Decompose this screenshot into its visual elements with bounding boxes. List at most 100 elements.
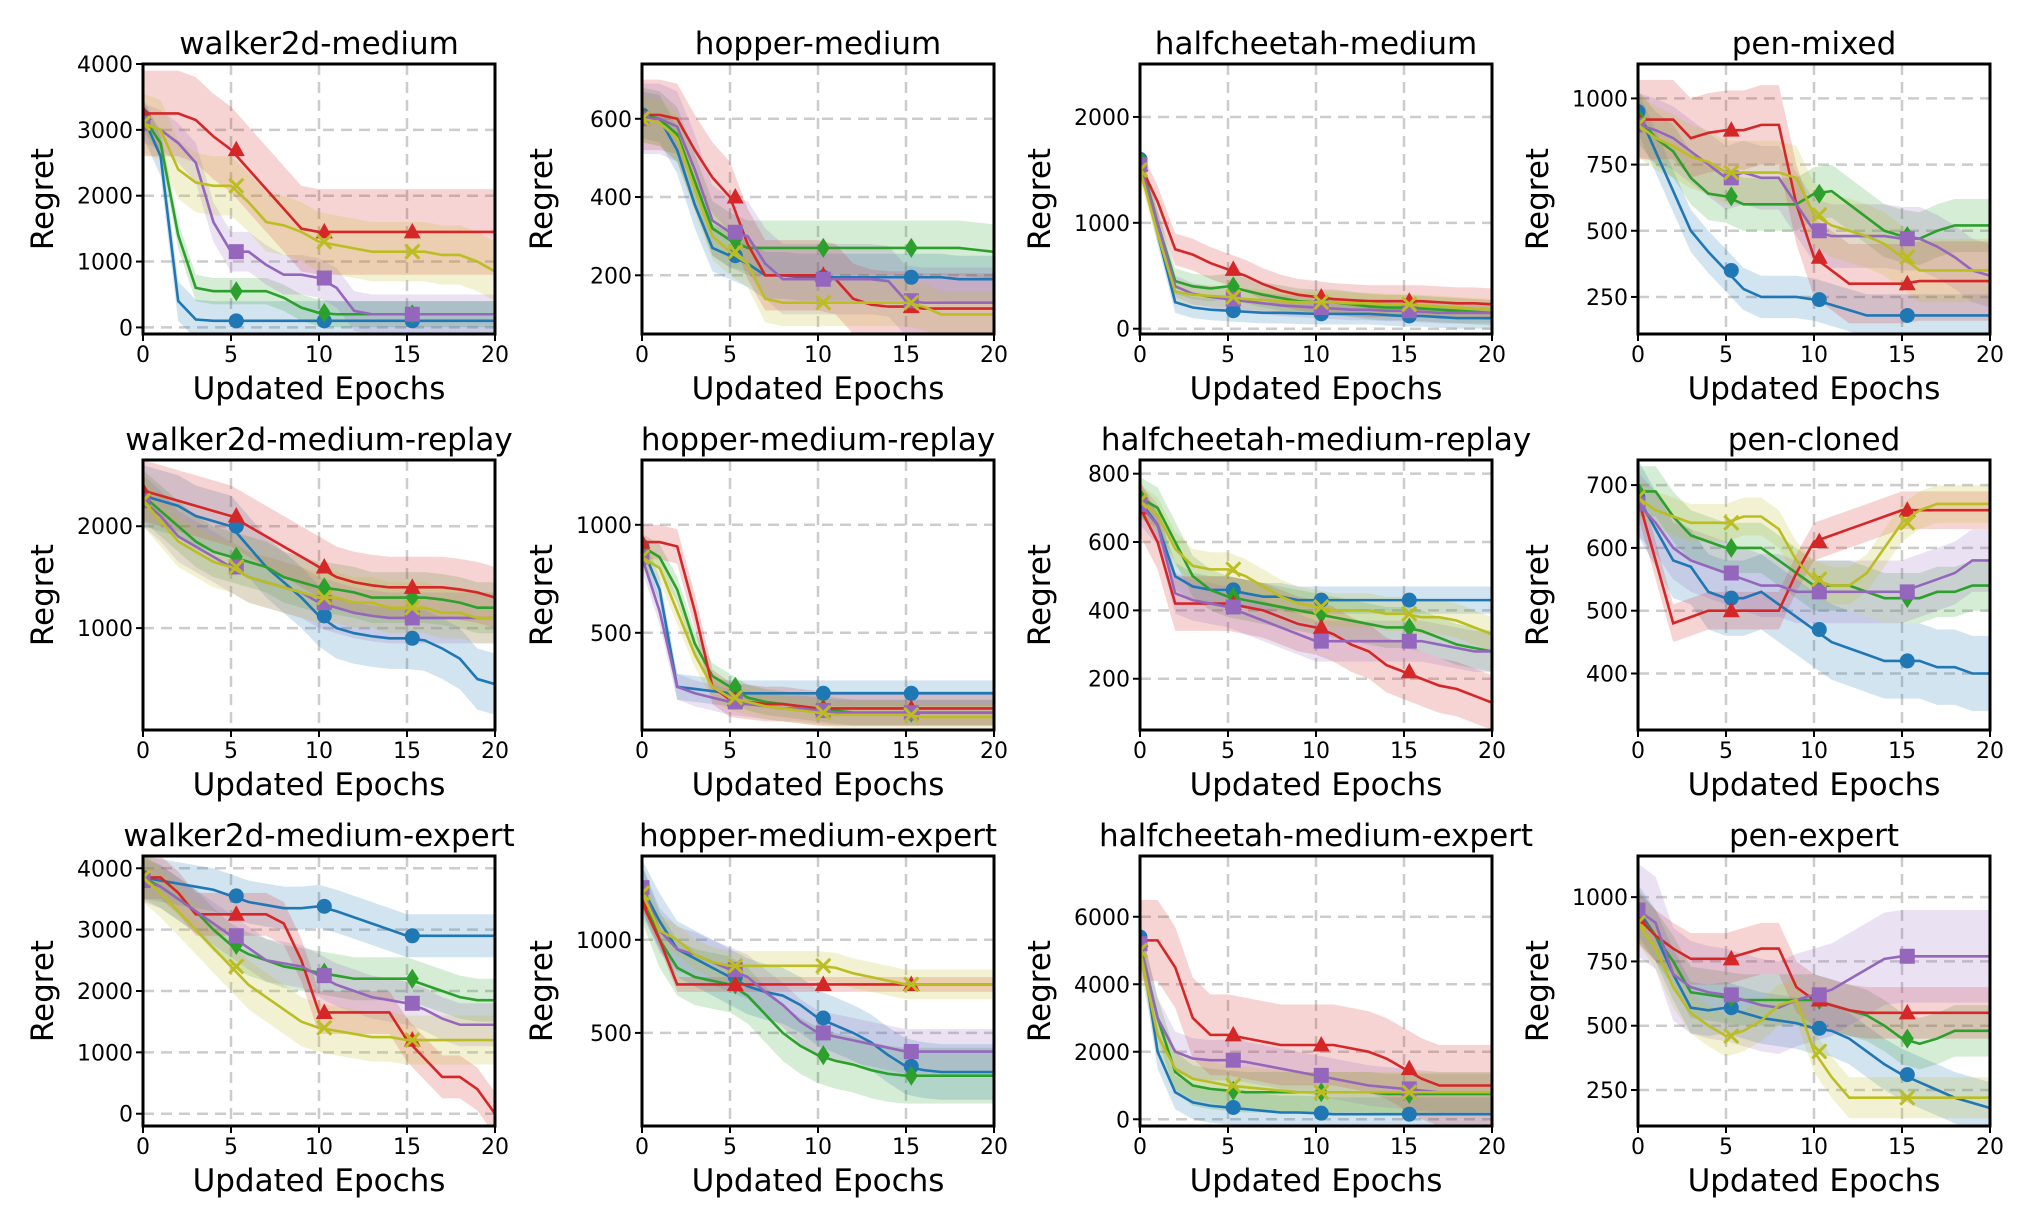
chart-title: halfcheetah-medium-expert	[1099, 818, 1533, 854]
y-tick-label: 4000	[77, 857, 133, 882]
y-axis-label: Regret	[1520, 544, 1556, 646]
marker-circle	[228, 313, 244, 329]
marker-triangle	[315, 222, 333, 239]
y-tick-label: 0	[119, 316, 133, 341]
marker-diamond	[1724, 186, 1738, 207]
y-tick-label: 500	[1586, 220, 1628, 245]
marker-circle	[228, 888, 244, 904]
marker-x	[1140, 942, 1149, 959]
plot-area	[143, 856, 495, 1126]
x-tick-label: 20	[1478, 343, 1506, 368]
subplot: 0 5 10 15 20 1000 2000 walker2d-medium-replay Up…	[25, 422, 513, 803]
x-tick-label: 10	[1302, 739, 1330, 764]
marker-x	[1401, 605, 1418, 622]
y-tick-label: 250	[1586, 1079, 1628, 1104]
band-green	[1140, 477, 1492, 672]
band-red	[1638, 892, 1990, 1039]
x-axis-label: Updated Epochs	[193, 371, 446, 407]
marker-x	[642, 885, 651, 902]
y-tick-label: 400	[1586, 662, 1628, 687]
y-tick-label: 2000	[77, 185, 133, 210]
y-tick-label: 250	[1586, 286, 1628, 311]
marker-square	[1899, 231, 1915, 247]
y-tick-label: 0	[1116, 1108, 1130, 1133]
plot-area	[1140, 899, 1492, 1126]
band-blue	[642, 533, 994, 707]
x-tick-label: 15	[1390, 343, 1418, 368]
marker-circle	[1401, 1106, 1417, 1122]
x-tick-label: 5	[1719, 1135, 1733, 1160]
marker-circle	[1811, 1020, 1827, 1036]
marker-x	[316, 1019, 333, 1036]
x-tick-label: 20	[1976, 343, 2004, 368]
series-line-olive	[143, 122, 495, 273]
marker-square	[815, 703, 831, 719]
y-tick-label: 600	[1088, 531, 1130, 556]
x-tick-label: 5	[1221, 739, 1235, 764]
marker-x	[228, 558, 245, 576]
subplot: 0 5 10 15 20 0 2000 4000 6000 halfcheetah-medium-…	[1022, 818, 1533, 1199]
x-tick-label: 20	[980, 343, 1008, 368]
marker-square	[1401, 633, 1417, 649]
x-tick-label: 0	[136, 1135, 150, 1160]
x-tick-label: 5	[723, 739, 737, 764]
plot-area	[143, 460, 495, 715]
x-tick-label: 15	[892, 343, 920, 368]
marker-circle	[404, 928, 420, 944]
subplot: 0 5 10 15 20 250 500 750 1000 pen-mixed Updated Ep…	[1520, 26, 2004, 407]
marker-triangle	[1898, 274, 1916, 291]
marker-square	[1811, 223, 1827, 239]
x-axis-label: Updated Epochs	[1688, 371, 1941, 407]
marker-triangle	[1898, 1003, 1916, 1020]
marker-square	[316, 270, 332, 286]
x-axis-label: Updated Epochs	[193, 1163, 446, 1199]
subplot: 0 5 10 15 20 400 500 600 700 pen-cloned Updated Ep…	[1520, 422, 2004, 803]
band-red	[143, 856, 495, 1126]
chart-title: pen-mixed	[1732, 26, 1897, 62]
marker-x	[1723, 514, 1740, 531]
x-tick-label: 10	[1800, 343, 1828, 368]
marker-triangle	[1898, 501, 1916, 517]
plot-area	[1638, 863, 1990, 1126]
marker-diamond	[728, 676, 742, 697]
marker-x	[1811, 571, 1828, 588]
marker-triangle	[1810, 248, 1828, 264]
x-tick-label: 10	[1302, 1135, 1330, 1160]
x-tick-label: 15	[892, 1135, 920, 1160]
marker-triangle	[1722, 121, 1740, 137]
x-tick-label: 20	[980, 1135, 1008, 1160]
x-tick-label: 0	[1133, 739, 1147, 764]
x-axis-label: Updated Epochs	[1190, 1163, 1443, 1199]
marker-circle	[1899, 1067, 1915, 1083]
y-axis-label: Regret	[25, 940, 61, 1042]
subplot: 0 5 10 15 20 0 1000 2000 3000 4000 walker2d-medium…	[25, 818, 515, 1199]
x-axis-label: Updated Epochs	[193, 767, 446, 803]
marker-triangle	[1400, 662, 1418, 679]
marker-square	[228, 244, 244, 260]
marker-diamond	[1402, 617, 1416, 638]
chart-title: walker2d-medium-replay	[125, 422, 513, 458]
y-tick-label: 2000	[77, 980, 133, 1005]
plot-area	[1140, 146, 1492, 329]
series-line-olive	[642, 117, 994, 316]
y-tick-label: 200	[1088, 668, 1130, 693]
y-tick-label: 1000	[77, 1041, 133, 1066]
plot-area	[1638, 79, 1990, 334]
band-purple	[642, 83, 994, 334]
marker-x	[727, 243, 744, 260]
plot-area	[642, 79, 994, 334]
marker-x	[228, 958, 245, 975]
marker-circle	[1811, 622, 1827, 638]
marker-circle	[316, 608, 332, 624]
x-tick-label: 10	[1800, 1135, 1828, 1160]
chart-title: walker2d-medium	[179, 26, 459, 62]
band-blue	[642, 859, 994, 1100]
marker-circle	[1401, 592, 1417, 608]
marker-x	[143, 492, 152, 509]
x-tick-label: 0	[1133, 1135, 1147, 1160]
band-blue	[1140, 920, 1492, 1126]
y-axis-label: Regret	[1022, 148, 1058, 250]
marker-circle	[1225, 303, 1241, 319]
y-tick-label: 800	[1088, 463, 1130, 488]
plot-area	[1140, 477, 1492, 730]
